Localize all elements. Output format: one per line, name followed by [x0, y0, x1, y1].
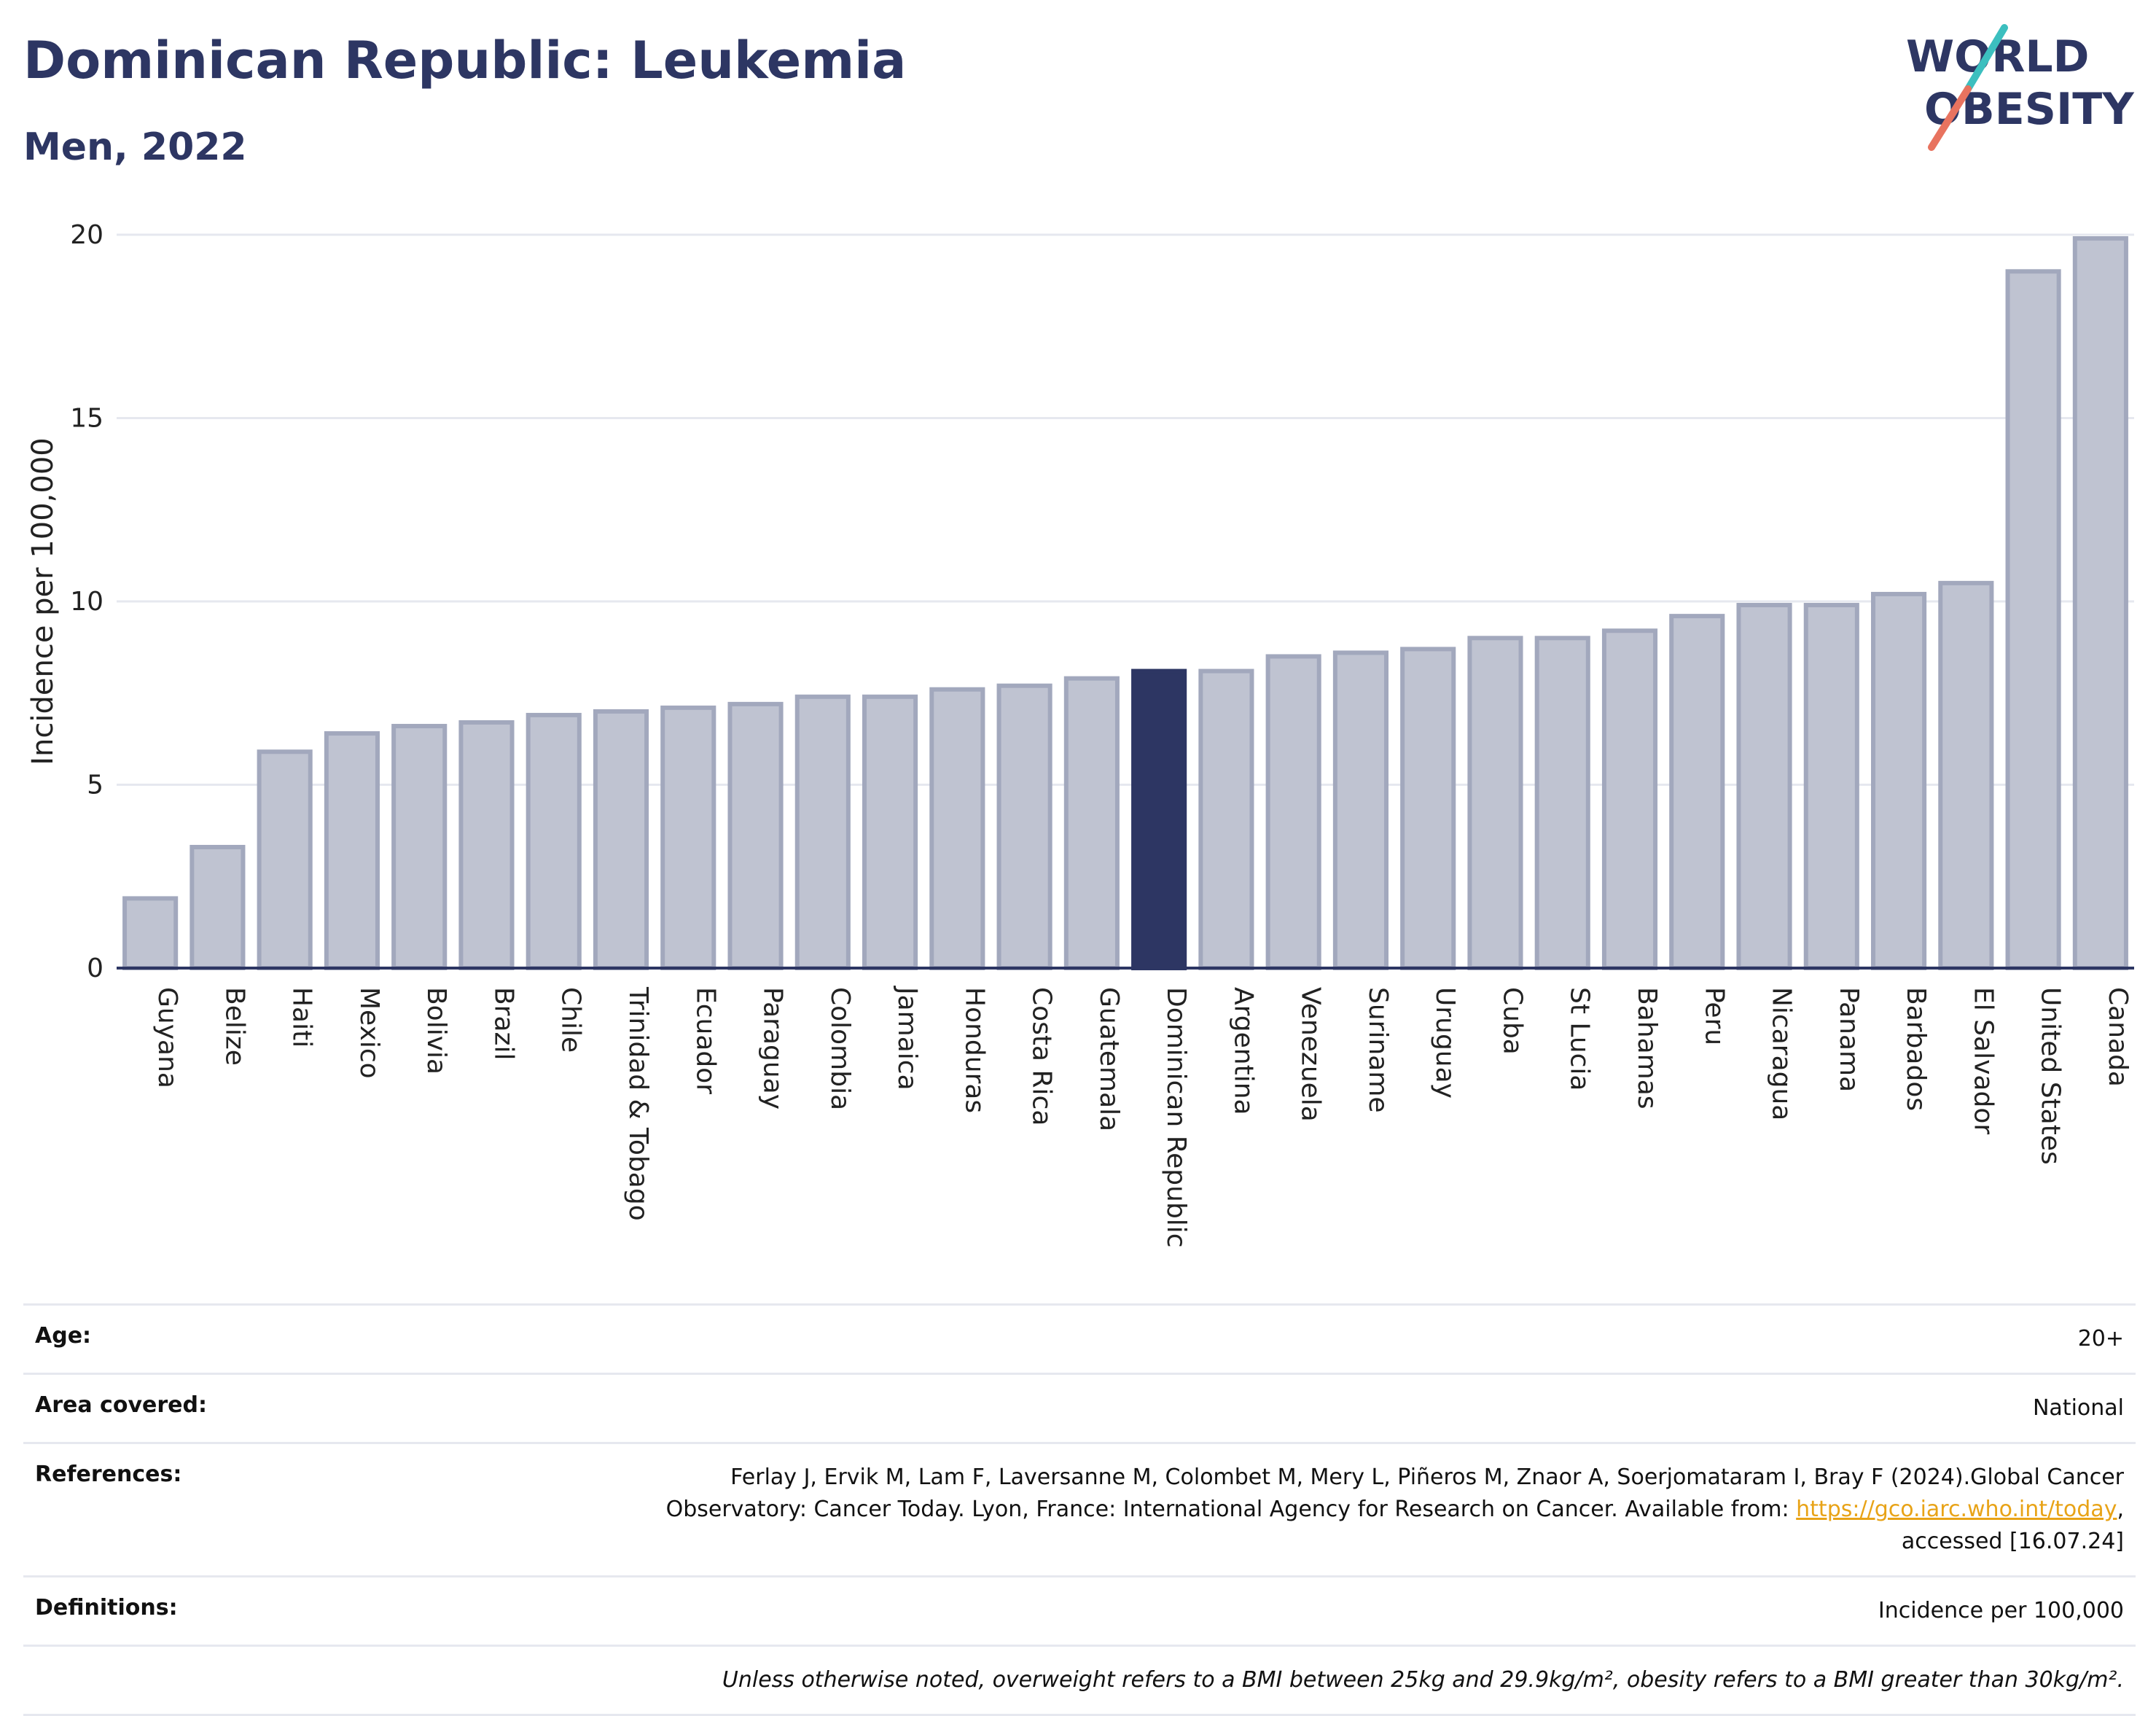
- bmi-note: Unless otherwise noted, overweight refer…: [23, 1645, 2136, 1716]
- bar: [1198, 668, 1254, 970]
- x-tick-label: Honduras: [959, 987, 989, 1113]
- x-tick-label: Dominican Republic: [1161, 987, 1191, 1248]
- x-tick-label: El Salvador: [1968, 987, 1998, 1134]
- x-tick-label: Canada: [2103, 987, 2133, 1087]
- y-tick-label: 0: [87, 953, 103, 983]
- bar: [1063, 676, 1120, 970]
- x-tick-label: Barbados: [1901, 987, 1931, 1111]
- references-line2: Observatory: Cancer Today. Lyon, France:…: [665, 1497, 1797, 1522]
- y-axis-title: Incidence per 100,000: [26, 437, 60, 765]
- bar: [1803, 603, 1859, 971]
- references-line1: Ferlay J, Ervik M, Lam F, Laversanne M, …: [730, 1465, 2124, 1490]
- logo-slash-teal: [1964, 24, 2008, 93]
- bar: [1265, 654, 1321, 970]
- bar: [593, 709, 649, 971]
- page-subtitle: Men, 2022: [23, 125, 247, 169]
- x-tick-label: Jamaica: [892, 986, 922, 1091]
- note-row: Unless otherwise noted, overweight refer…: [23, 1645, 2136, 1716]
- x-tick-label: United States: [2036, 987, 2066, 1165]
- x-tick-label: Belize: [219, 987, 249, 1066]
- bar: [1467, 636, 1523, 970]
- x-tick-label: Costa Rica: [1027, 987, 1057, 1126]
- bar: [391, 724, 448, 971]
- bar: [458, 719, 515, 970]
- x-tick-label: Peru: [1699, 987, 1729, 1045]
- bar: [1938, 580, 1994, 970]
- x-tick-label: St Lucia: [1565, 987, 1595, 1091]
- x-tick-label: Venezuela: [1296, 987, 1326, 1122]
- bars: [122, 236, 2128, 971]
- references-value: Ferlay J, Ervik M, Lam F, Laversanne M, …: [338, 1443, 2136, 1577]
- definitions-label: Definitions:: [23, 1576, 338, 1647]
- bar: [1871, 591, 1927, 970]
- y-tick-label: 5: [87, 771, 103, 800]
- x-tick-label: Colombia: [825, 987, 855, 1110]
- bar: [324, 731, 380, 971]
- x-tick-label: Cuba: [1497, 987, 1527, 1055]
- bar-chart: 0 5 10 15 20 Guyana Belize Haiti Mexico Bolivia Br…: [26, 220, 2134, 1248]
- bar: [929, 687, 985, 970]
- y-tick-label: 15: [70, 404, 103, 434]
- x-tick-label: Panama: [1834, 987, 1864, 1092]
- bar: [1736, 603, 1792, 971]
- bar: [1534, 636, 1590, 970]
- x-tick-label: Argentina: [1228, 987, 1258, 1115]
- page-title: Dominican Republic: Leukemia: [23, 31, 907, 90]
- area-value: National: [338, 1373, 2136, 1444]
- bar: [1601, 628, 1658, 970]
- metadata-table: Age: 20+ Area covered: National Referenc…: [23, 1303, 2136, 1716]
- x-tick-label: Chile: [556, 987, 586, 1053]
- x-tick-label: Mexico: [354, 987, 384, 1079]
- y-tick-label: 20: [70, 220, 103, 250]
- references-line3: accessed [16.07.24]: [1901, 1529, 2124, 1554]
- bar: [794, 694, 851, 971]
- x-tick-label: Ecuador: [690, 987, 720, 1094]
- bar: [727, 701, 784, 971]
- bar: [862, 694, 918, 971]
- bar: [660, 705, 716, 970]
- references-label: References:: [23, 1443, 338, 1577]
- x-tick-label: Bolivia: [421, 987, 451, 1075]
- bar: [996, 683, 1052, 970]
- definitions-row: Definitions: Incidence per 100,000: [23, 1576, 2136, 1647]
- bar: [190, 845, 246, 971]
- bar: [122, 896, 179, 971]
- y-tick-label: 10: [70, 587, 103, 617]
- bar: [1400, 647, 1456, 970]
- x-tick-label: Bahamas: [1632, 987, 1662, 1109]
- bar: [2005, 269, 2061, 970]
- bar: [526, 712, 582, 970]
- x-tick-label: Suriname: [1363, 987, 1393, 1113]
- references-row: References: Ferlay J, Ervik M, Lam F, La…: [23, 1443, 2136, 1577]
- x-tick-label: Nicaragua: [1767, 987, 1797, 1120]
- x-tick-label: Paraguay: [758, 987, 788, 1109]
- x-tick-label: Uruguay: [1430, 987, 1460, 1099]
- bar: [257, 749, 313, 970]
- logo-slash-coral: [1928, 85, 1972, 151]
- x-tick-label: Haiti: [287, 987, 317, 1048]
- bar: [2072, 236, 2128, 970]
- bar: [1332, 650, 1388, 970]
- bar-highlight: [1131, 668, 1187, 970]
- x-tick-label: Guyana: [152, 987, 182, 1088]
- x-tick-label: Trinidad & Tobago: [623, 986, 653, 1221]
- bar: [1669, 614, 1725, 970]
- age-row: Age: 20+: [23, 1303, 2136, 1375]
- world-obesity-logo: WORLD OBESITY: [1906, 24, 2135, 151]
- x-tick-label: Guatemala: [1094, 987, 1124, 1131]
- definitions-value: Incidence per 100,000: [338, 1576, 2136, 1647]
- grid-lines: [117, 233, 2134, 786]
- references-line2-end: ,: [2117, 1497, 2124, 1522]
- area-row: Area covered: National: [23, 1373, 2136, 1444]
- axis-labels: 0 5 10 15 20 Guyana Belize Haiti Mexico Bolivia Br…: [26, 220, 2133, 1248]
- age-label: Age:: [23, 1303, 338, 1375]
- references-link[interactable]: https://gco.iarc.who.int/today: [1796, 1497, 2117, 1522]
- x-tick-label: Brazil: [488, 987, 518, 1060]
- area-label: Area covered:: [23, 1373, 338, 1444]
- age-value: 20+: [338, 1303, 2136, 1375]
